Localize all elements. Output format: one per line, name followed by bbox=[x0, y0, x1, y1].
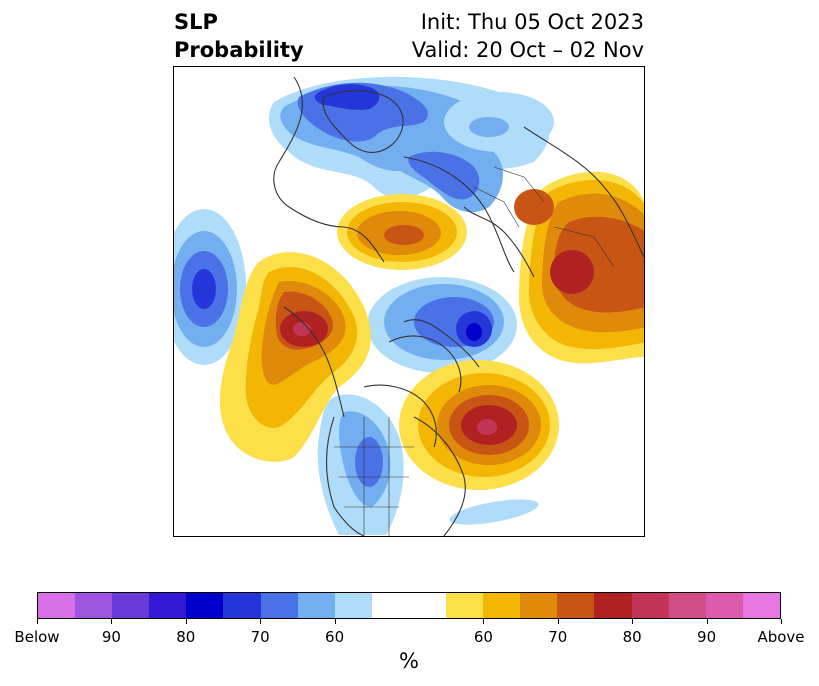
colorbar-swatch bbox=[594, 593, 632, 618]
east-coast bbox=[413, 416, 466, 536]
colorbar-swatch bbox=[186, 593, 224, 618]
colorbar-swatch bbox=[297, 593, 335, 618]
init-date-label: Init: Thu 05 Oct 2023 bbox=[420, 10, 644, 34]
west-us-coast bbox=[325, 416, 365, 536]
chart-title-dates: Init: Thu 05 Oct 2023 Valid: 20 Oct – 02… bbox=[412, 8, 644, 64]
above-atlantic bbox=[399, 360, 559, 490]
colorbar-tick-mark bbox=[260, 619, 262, 624]
colorbar-tick-mark bbox=[334, 619, 336, 624]
greenland-coast bbox=[273, 76, 385, 263]
colorbar-swatch bbox=[112, 593, 150, 618]
chart-title-variable: SLP Probability bbox=[174, 8, 304, 64]
colorbar-tick-label: 60 bbox=[325, 628, 345, 646]
probability-shading bbox=[174, 76, 644, 535]
colorbar-tick-label: 70 bbox=[548, 628, 568, 646]
pacific-coast bbox=[283, 306, 345, 418]
colorbar-tick-label: Above bbox=[757, 628, 805, 646]
coastlines-and-borders bbox=[273, 76, 644, 536]
valid-range-label: Valid: 20 Oct – 02 Nov bbox=[411, 38, 644, 62]
colorbar-swatch bbox=[38, 593, 76, 618]
colorbar-tick-label: 90 bbox=[697, 628, 717, 646]
colorbar-tick-label: Below bbox=[14, 628, 60, 646]
colorbar-tick-mark bbox=[111, 619, 113, 624]
colorbar-swatch bbox=[557, 593, 595, 618]
arctic-islands bbox=[388, 335, 462, 393]
colorbar-tick-mark bbox=[483, 619, 485, 624]
colorbar-swatch bbox=[371, 593, 409, 618]
colorbar-swatch bbox=[334, 593, 372, 618]
colorbar-swatch bbox=[483, 593, 521, 618]
below-scandinavia bbox=[367, 277, 517, 373]
colorbar-tick-label: 80 bbox=[622, 628, 642, 646]
colorbar-swatch bbox=[75, 593, 113, 618]
colorbar-tick-mark bbox=[781, 619, 782, 624]
map-svg bbox=[174, 76, 644, 536]
alaska-coast bbox=[403, 319, 480, 368]
colorbar-swatch bbox=[223, 593, 261, 618]
colorbar-tick-mark bbox=[632, 619, 634, 624]
colorbar-tick-mark bbox=[37, 619, 38, 624]
colorbar-swatch bbox=[742, 593, 780, 618]
scandinavia-coast bbox=[463, 206, 535, 278]
colorbar-unit-label: % bbox=[399, 649, 419, 673]
colorbar-swatch bbox=[631, 593, 669, 618]
hudson-bay bbox=[363, 384, 437, 448]
colorbar-tick-mark bbox=[557, 619, 559, 624]
colorbar-swatch bbox=[705, 593, 743, 618]
above-barents-kara bbox=[337, 194, 467, 270]
colorbar-swatch bbox=[408, 593, 447, 618]
colorbar-tick-label: 80 bbox=[176, 628, 196, 646]
greenland-outline bbox=[322, 90, 404, 153]
colorbar-tick-mark bbox=[706, 619, 708, 624]
country-borders bbox=[473, 166, 615, 268]
below-western-us bbox=[317, 394, 539, 535]
us-state-lines bbox=[334, 417, 414, 536]
colorbar-swatch bbox=[260, 593, 298, 618]
above-central-russia bbox=[514, 171, 644, 364]
colorbar-swatch bbox=[520, 593, 558, 618]
colorbar-tick-label: 60 bbox=[473, 628, 493, 646]
above-alaska bbox=[219, 252, 371, 462]
title-variable-line2: Probability bbox=[174, 38, 304, 62]
colorbar-tick-mark bbox=[185, 619, 187, 624]
east-asia-coast bbox=[523, 126, 644, 258]
arctic-coast-europe bbox=[403, 156, 515, 273]
colorbar-swatch bbox=[668, 593, 706, 618]
below-siberia-east bbox=[444, 92, 554, 152]
colorbar bbox=[37, 592, 781, 619]
colorbar-swatch bbox=[149, 593, 187, 618]
probability-map bbox=[173, 66, 645, 537]
colorbar-tick-label: 90 bbox=[101, 628, 121, 646]
colorbar-tick-label: 70 bbox=[250, 628, 270, 646]
title-variable-line1: SLP bbox=[174, 10, 218, 34]
colorbar-swatch bbox=[446, 593, 484, 618]
below-north-pacific bbox=[174, 209, 246, 365]
